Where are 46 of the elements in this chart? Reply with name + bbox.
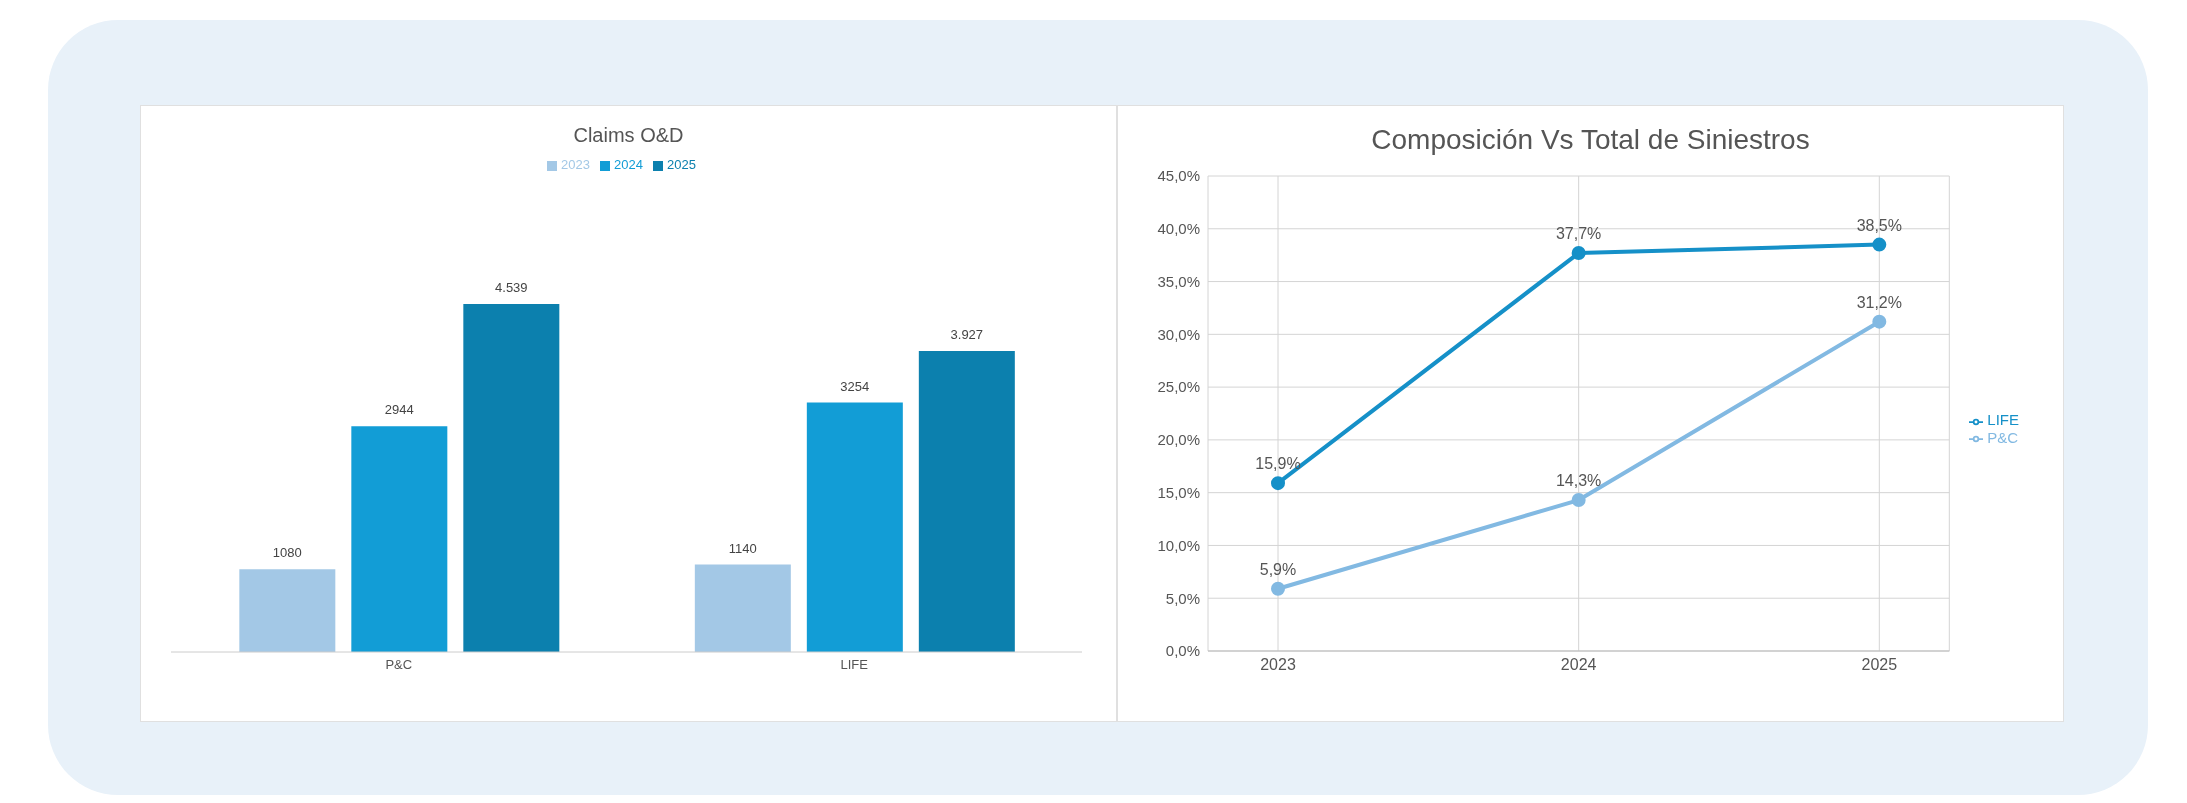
point bbox=[1571, 246, 1586, 261]
y-tick-label: 20,0% bbox=[1157, 431, 1200, 449]
point bbox=[1271, 476, 1285, 491]
y-tick-label: 5,0% bbox=[1165, 589, 1200, 607]
data-label: 1080 bbox=[272, 545, 302, 561]
chart-title: Composición Vs Total de Siniestros bbox=[1370, 123, 1811, 156]
bar bbox=[918, 350, 1015, 652]
data-label: 2944 bbox=[384, 402, 414, 418]
data-label: 3.927 bbox=[950, 326, 984, 342]
y-tick-label: 15,0% bbox=[1157, 483, 1200, 501]
x-tick-label: 2024 bbox=[1560, 656, 1597, 674]
chart-title: Claims O&D bbox=[572, 123, 685, 147]
bar bbox=[463, 304, 560, 652]
bar bbox=[694, 564, 791, 652]
x-tick-label: LIFE bbox=[840, 657, 869, 673]
y-tick-label: 10,0% bbox=[1157, 536, 1200, 554]
x-tick-label: 2025 bbox=[1861, 656, 1898, 674]
bar bbox=[351, 426, 448, 652]
data-label: 3254 bbox=[840, 378, 870, 394]
y-tick-label: 40,0% bbox=[1157, 220, 1200, 238]
y-tick-label: 25,0% bbox=[1157, 378, 1200, 396]
data-label: 31,2% bbox=[1856, 293, 1902, 311]
bar bbox=[806, 402, 903, 652]
y-tick-label: 35,0% bbox=[1157, 272, 1200, 290]
data-label: 15,9% bbox=[1255, 455, 1301, 473]
legend-label: 2024 bbox=[614, 157, 643, 172]
point bbox=[1571, 493, 1586, 508]
x-tick-label: P&C bbox=[385, 657, 413, 673]
data-label: 4.539 bbox=[495, 280, 528, 296]
legend-label: 2023 bbox=[561, 157, 591, 172]
bar bbox=[239, 569, 336, 652]
y-tick-label: 45,0% bbox=[1157, 167, 1200, 185]
legend-label: 2025 bbox=[666, 157, 696, 172]
y-tick-label: 0,0% bbox=[1165, 642, 1200, 660]
legend-label: LIFE bbox=[1987, 411, 2019, 429]
data-label: 5,9% bbox=[1259, 560, 1297, 578]
data-label: 37,7% bbox=[1555, 225, 1602, 243]
x-tick-label: 2023 bbox=[1260, 656, 1296, 674]
legend-label: P&C bbox=[1987, 428, 2019, 446]
data-label: 14,3% bbox=[1555, 472, 1602, 490]
data-label: 38,5% bbox=[1856, 216, 1902, 234]
data-label: 1140 bbox=[728, 540, 757, 556]
point bbox=[1271, 581, 1285, 596]
point bbox=[1872, 314, 1887, 329]
y-tick-label: 30,0% bbox=[1157, 325, 1200, 343]
point bbox=[1872, 237, 1887, 252]
